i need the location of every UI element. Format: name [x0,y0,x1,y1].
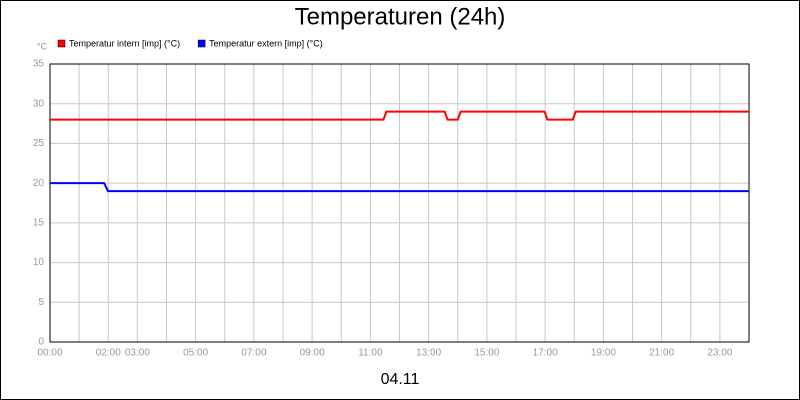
plot-border [49,63,750,343]
x-tick-label: 02:00 [96,348,121,359]
x-tick-label: 00:00 [37,348,62,359]
legend-swatch [57,39,66,48]
x-tick-label: 03:00 [125,348,150,359]
legend-label: Temperatur extern [imp] (°C) [209,38,323,48]
series-line [50,182,749,193]
series-line [50,110,749,121]
legend-label: Temperatur intern [imp] (°C) [69,38,180,48]
chart-title: Temperaturen (24h) [295,3,506,30]
y-tick-label: 35 [33,59,45,70]
y-tick-label: 20 [33,178,45,189]
legend-swatch [197,39,206,48]
y-tick-label: 30 [33,98,45,109]
y-tick-label: 0 [38,337,44,348]
x-tick-label: 15:00 [474,348,499,359]
y-unit: °C [37,41,48,51]
y-tick-label: 5 [38,297,44,308]
x-tick-label: 05:00 [183,348,208,359]
x-tick-label: 11:00 [358,348,383,359]
x-tick-label: 17:00 [533,348,558,359]
x-tick-label: 13:00 [416,348,441,359]
x-label: 04.11 [381,371,420,388]
x-tick-label: 19:00 [591,348,616,359]
x-tick-label: 07:00 [241,348,266,359]
y-tick-label: 10 [33,257,45,268]
x-tick-label: 09:00 [300,348,325,359]
y-tick-label: 25 [33,138,45,149]
x-tick-label: 21:00 [649,348,674,359]
x-tick-label: 23:00 [707,348,732,359]
y-tick-label: 15 [33,217,45,228]
